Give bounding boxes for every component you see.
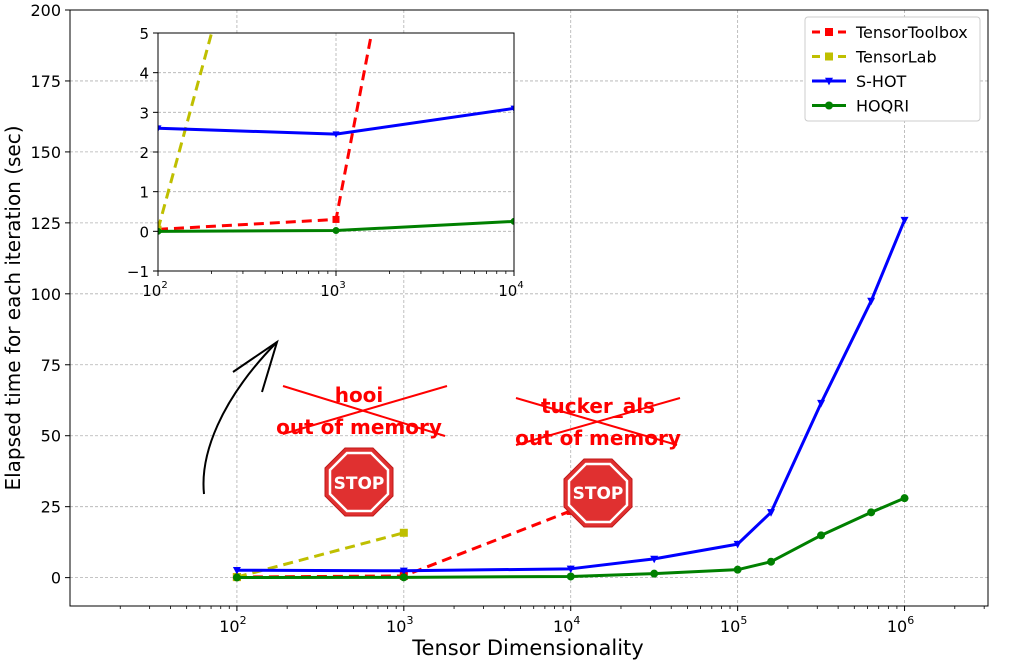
inset-y-tick-label: −1 [127,263,149,281]
data-point [733,565,742,574]
x-tick-label: 104 [553,614,580,636]
data-point [817,399,826,408]
arrow-shaft [202,341,278,495]
main-plot-frame [69,9,989,607]
inset-y-tick-label: 3 [139,104,149,122]
x-tick-label: 103 [386,614,413,636]
series-hoqri [232,494,909,582]
legend-item: TensorLab [812,48,937,67]
data-point [399,528,408,537]
legend-label: HOQRI [856,97,909,116]
data-point [399,573,408,582]
y-tick-label: 200 [30,1,61,20]
inset-x-ticks: 102 103 104 [142,271,524,300]
inset-x-tick-label: 102 [142,280,167,300]
data-point [867,508,876,517]
legend-swatch-marker [825,101,833,110]
stop-sign-text: STOP [573,484,624,504]
hooi-strike-2 [282,385,448,435]
series-line [236,531,405,579]
legend-items: TensorToolbox TensorLab S-HOT HOQRI [812,23,968,116]
inset-y-tick-label: 0 [139,223,149,241]
data-point [867,297,876,306]
inset-x-tick-label: 103 [320,280,345,300]
hooi-annotation: hooi out of memory STOP [276,383,448,517]
x-tick-label: 102 [219,614,246,636]
inset-y-tick-label: 2 [139,144,149,162]
inset-data-point [158,125,162,133]
y-tick-label: 150 [30,143,61,162]
legend-label: TensorToolbox [855,23,968,42]
legend-label: TensorLab [855,48,937,67]
data-point [817,531,826,540]
x-axis-label: Tensor Dimensionality [411,636,643,660]
inset-data-point [510,217,514,225]
inset-y-tick-label: 4 [139,65,149,83]
y-tick-label: 175 [30,72,61,91]
stop-sign-text: STOP [334,474,385,494]
stop-sign-icon: STOP [563,458,633,528]
data-point [650,555,659,564]
data-point [900,494,909,503]
inset-clipped-series [158,33,514,235]
tucker-annotation: tucker_als out of memory STOP [515,394,681,528]
y-tick-label: 125 [30,214,61,233]
arrow-head [232,339,279,393]
legend-item: TensorToolbox [812,23,968,42]
inset-chart: −1 0 1 2 3 4 5 102 103 104 [127,25,524,300]
inset-data-point [332,215,340,223]
inset-y-tick-label: 5 [139,25,149,43]
x-tick-label: 106 [887,614,914,636]
inset-data-point [332,131,340,138]
legend-frame [804,16,981,122]
legend: TensorToolbox TensorLab S-HOT HOQRI [804,16,981,122]
x-tick-label: 105 [720,614,747,636]
y-tick-label: 25 [41,498,61,517]
tucker-strike-2 [515,397,681,446]
inset-y-tick-label: 1 [139,184,149,202]
data-point [232,567,241,575]
inset-series-s-hot [158,105,514,138]
inset-series-line [158,33,214,230]
main-y-ticks: 0 25 50 75 100 125 150 175 200 [30,1,70,588]
hooi-label: hooi [335,383,384,407]
data-point [650,569,659,578]
inset-series-hoqri [158,217,514,235]
y-axis-label: Elapsed time for each iteration (sec) [1,125,25,490]
y-tick-label: 100 [30,285,61,304]
stop-sign-icon: STOP [324,447,394,517]
inset-data-point [158,227,162,235]
data-point [900,216,909,225]
curved-arrow [202,339,279,495]
data-point [733,540,742,549]
data-point [767,509,776,517]
legend-swatch-marker [825,77,833,86]
data-point [566,565,575,574]
inset-data-point [332,227,340,235]
data-point [767,557,776,566]
data-point [399,567,408,576]
inset-x-tick-label: 104 [498,280,523,300]
legend-item: HOQRI [812,97,909,116]
inset-data-point [510,105,514,113]
legend-item: S-HOT [812,72,907,91]
series-s-hot [232,216,909,576]
legend-label: S-HOT [856,72,907,91]
inset-series-layer [158,33,514,235]
y-tick-label: 0 [51,569,61,588]
inset-y-ticks: −1 0 1 2 3 4 5 [127,25,158,281]
tucker-label: tucker_als [541,394,655,418]
main-x-ticks: 102 103 104 105 106 [119,606,985,636]
legend-swatch-marker [825,52,833,61]
y-tick-label: 50 [41,427,61,446]
data-point [566,572,575,581]
data-point [232,573,241,582]
legend-swatch-marker [825,28,833,36]
y-tick-label: 75 [41,356,61,375]
